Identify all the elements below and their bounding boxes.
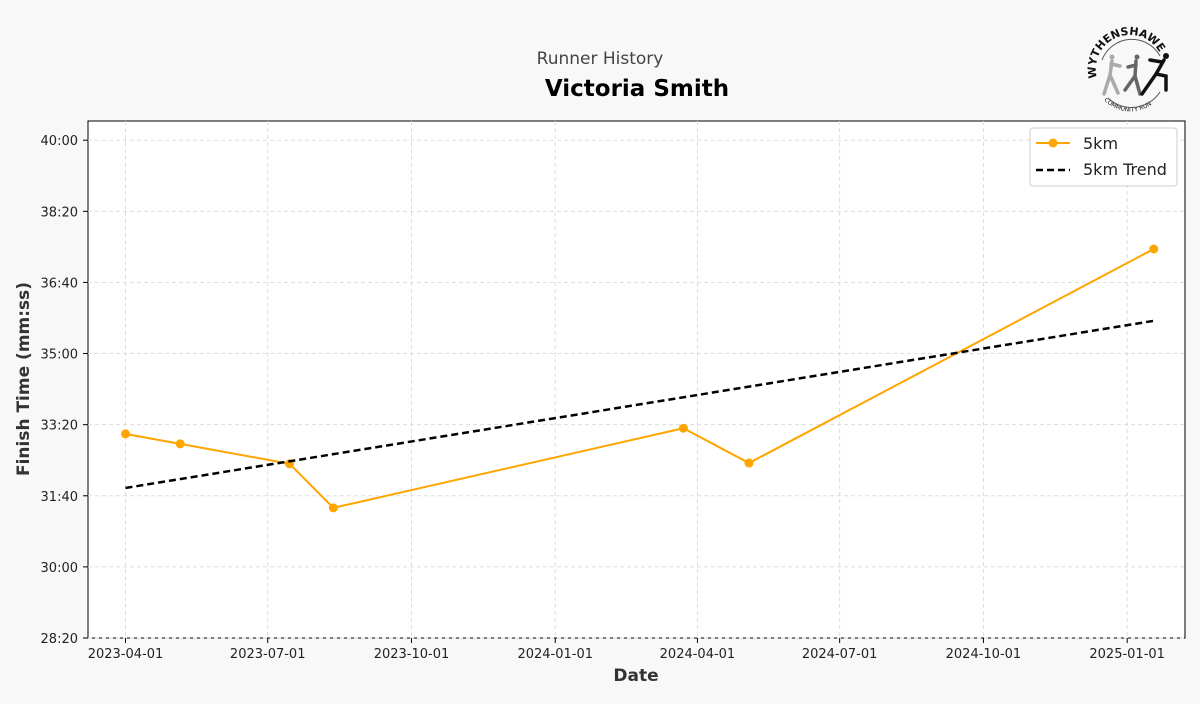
x-tick-label: 2023-10-01 [374,647,450,662]
grid [88,121,1185,639]
x-axis: 2023-04-01 2023-07-01 2023-10-01 2024-01-01… [88,638,1165,662]
y-tick-label: 33:20 [41,419,78,434]
svg-text:WYTHENSHAWE: WYTHENSHAWE [1085,25,1168,79]
data-point [744,458,754,468]
legend-label-5km-trend: 5km Trend [1083,160,1167,179]
y-tick-label: 31:40 [41,490,78,505]
y-tick-label: 36:40 [41,276,78,291]
x-tick-label: 2024-04-01 [660,647,736,662]
x-tick-label: 2023-04-01 [88,647,164,662]
x-axis-label: Date [613,666,658,686]
x-tick-label: 2025-01-01 [1089,647,1165,662]
x-tick-label: 2024-01-01 [517,647,593,662]
legend-label-5km: 5km [1083,134,1118,153]
x-tick-label: 2024-10-01 [946,647,1022,662]
series-layer [121,244,1159,513]
y-axis: 28:20 30:00 31:40 33:20 35:00 36:40 38:20 40:00 [41,134,88,647]
chart-subtitle: Runner History [537,49,664,69]
data-point [121,429,131,439]
y-tick-label: 40:00 [41,134,78,149]
data-point [328,503,338,513]
data-point [175,439,185,449]
y-axis-label: Finish Time (mm:ss) [14,282,34,476]
wythenshawe-logo: WYTHENSHAWE COMMUNITY RUN [1085,25,1169,114]
y-tick-label: 38:20 [41,205,78,220]
data-point [1149,244,1159,254]
legend: 5km 5km Trend [1029,127,1178,187]
x-tick-label: 2023-07-01 [230,647,306,662]
chart-title: Victoria Smith [545,76,729,102]
y-tick-label: 30:00 [41,561,78,576]
legend-marker-5km [1048,138,1058,148]
x-tick-label: 2024-07-01 [802,647,878,662]
data-point [678,423,688,433]
y-tick-label: 35:00 [41,348,78,363]
trend-line [125,319,1154,490]
plot-area [87,120,1186,639]
y-tick-label: 28:20 [41,632,78,647]
